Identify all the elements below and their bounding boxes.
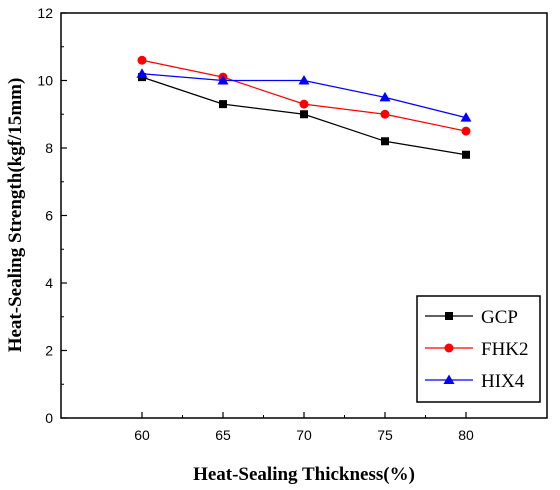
data-point-hix4: [460, 112, 472, 122]
y-tick-label: 8: [45, 140, 53, 156]
data-point-fhk2: [137, 55, 147, 65]
y-tick-label: 6: [45, 208, 53, 224]
data-point-hix4: [298, 75, 310, 85]
data-point-hix4: [136, 68, 148, 78]
data-point-hix4: [379, 91, 391, 102]
data-point-gcp: [381, 137, 389, 146]
series-line-fhk2: [141, 59, 467, 132]
y-tick-label: 4: [45, 275, 53, 291]
data-point-fhk2: [380, 109, 390, 119]
data-point-gcp: [300, 110, 308, 119]
y-tick-label: 0: [45, 410, 53, 426]
y-tick-label: 10: [37, 73, 53, 89]
x-tick-label: 75: [377, 427, 393, 443]
legend-marker-gcp: [445, 312, 453, 320]
legend-marker-hix4: [443, 374, 455, 384]
legend-marker-fhk2: [444, 343, 454, 353]
data-point-fhk2: [461, 126, 471, 136]
x-tick-label: 60: [134, 427, 150, 443]
data-point-gcp: [462, 150, 470, 159]
legend-box: [416, 295, 541, 403]
x-tick-label: 70: [296, 427, 312, 443]
x-axis-title: Heat-Sealing Thickness(%): [193, 464, 415, 485]
legend-label-fhk2: FHK2: [481, 339, 529, 360]
data-point-hix4: [217, 75, 229, 85]
legend-label-gcp: GCP: [481, 307, 518, 328]
y-tick-label: 12: [37, 5, 53, 21]
y-axis-title: Heat-Sealing Strength(kgf/15mm): [5, 78, 26, 353]
x-tick-label: 80: [458, 427, 474, 443]
series-layer: [136, 55, 472, 159]
legend-label-hix4: HIX4: [481, 371, 525, 392]
data-point-fhk2: [299, 99, 309, 109]
x-tick-label: 65: [215, 427, 231, 443]
legend: GCP FHK2 HIX4: [416, 295, 541, 403]
ticks-layer: 60 65 70 75 80 0 2 4 6 8 10 12: [37, 5, 474, 443]
y-tick-label: 2: [45, 343, 53, 359]
data-point-gcp: [219, 100, 227, 109]
